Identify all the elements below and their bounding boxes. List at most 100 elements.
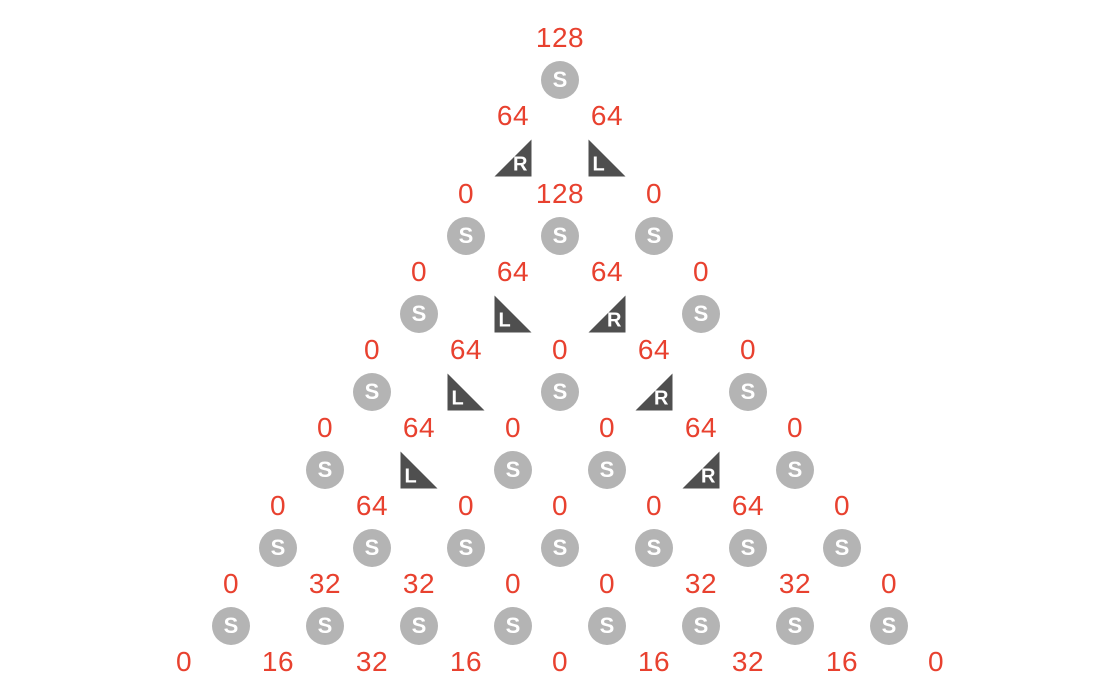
split-node-icon: S — [729, 373, 767, 411]
split-node-letter: S — [741, 379, 756, 405]
split-node-letter: S — [271, 535, 286, 561]
triangle-value: 0 — [458, 178, 474, 210]
triangle-value: 128 — [536, 22, 584, 54]
split-node-icon: S — [682, 607, 720, 645]
triangle-value: 16 — [638, 646, 670, 678]
split-node-letter: S — [412, 301, 427, 327]
split-node-letter: S — [835, 535, 850, 561]
split-node-icon: S — [353, 373, 391, 411]
split-node-letter: S — [412, 613, 427, 639]
split-node-icon: S — [588, 451, 626, 489]
triangle-value: 64 — [356, 490, 388, 522]
triangle-value: 0 — [176, 646, 192, 678]
split-node-icon: S — [447, 529, 485, 567]
triangle-value: 0 — [646, 178, 662, 210]
deflector-letter: R — [654, 388, 668, 411]
split-node-letter: S — [741, 535, 756, 561]
triangle-value: 0 — [646, 490, 662, 522]
split-node-letter: S — [600, 613, 615, 639]
split-node-icon: S — [212, 607, 250, 645]
split-node-icon: S — [306, 607, 344, 645]
triangle-value: 128 — [536, 178, 584, 210]
triangle-value: 0 — [505, 412, 521, 444]
split-node-icon: S — [870, 607, 908, 645]
triangle-value: 0 — [505, 568, 521, 600]
split-node-letter: S — [365, 379, 380, 405]
deflector-letter: L — [593, 154, 605, 177]
deflector-letter: R — [701, 466, 715, 489]
split-node-letter: S — [365, 535, 380, 561]
left-deflector-icon: L — [495, 296, 532, 333]
triangle-value: 0 — [458, 490, 474, 522]
triangle-value: 32 — [779, 568, 811, 600]
right-deflector-icon: R — [589, 296, 626, 333]
split-node-letter: S — [506, 613, 521, 639]
split-node-icon: S — [635, 529, 673, 567]
split-node-icon: S — [588, 607, 626, 645]
triangle-value: 0 — [364, 334, 380, 366]
split-node-icon: S — [823, 529, 861, 567]
triangle-value: 0 — [552, 646, 568, 678]
triangle-value: 32 — [356, 646, 388, 678]
triangle-value: 0 — [928, 646, 944, 678]
split-node-icon: S — [776, 451, 814, 489]
split-node-icon: S — [682, 295, 720, 333]
split-node-letter: S — [882, 613, 897, 639]
split-node-letter: S — [788, 457, 803, 483]
split-node-icon: S — [259, 529, 297, 567]
split-node-icon: S — [447, 217, 485, 255]
triangle-value: 32 — [685, 568, 717, 600]
split-node-icon: S — [353, 529, 391, 567]
split-node-icon: S — [306, 451, 344, 489]
deflector-letter: L — [452, 388, 464, 411]
triangle-value: 0 — [411, 256, 427, 288]
triangle-value: 0 — [552, 490, 568, 522]
deflector-letter: L — [499, 310, 511, 333]
split-node-letter: S — [694, 301, 709, 327]
split-node-letter: S — [224, 613, 239, 639]
galton-triangle-diagram: 1286464012800646400640640064006400640006… — [0, 0, 1120, 698]
left-deflector-icon: L — [401, 452, 438, 489]
triangle-value: 0 — [881, 568, 897, 600]
triangle-value: 0 — [223, 568, 239, 600]
split-node-letter: S — [553, 535, 568, 561]
split-node-letter: S — [647, 535, 662, 561]
split-node-letter: S — [553, 379, 568, 405]
triangle-value: 0 — [740, 334, 756, 366]
split-node-letter: S — [459, 535, 474, 561]
triangle-value: 0 — [552, 334, 568, 366]
deflector-letter: L — [405, 466, 417, 489]
right-deflector-icon: R — [636, 374, 673, 411]
triangle-value: 64 — [732, 490, 764, 522]
split-node-letter: S — [553, 67, 568, 93]
triangle-value: 0 — [317, 412, 333, 444]
triangle-value: 0 — [834, 490, 850, 522]
split-node-letter: S — [318, 457, 333, 483]
split-node-icon: S — [541, 529, 579, 567]
split-node-letter: S — [506, 457, 521, 483]
deflector-letter: R — [513, 154, 527, 177]
triangle-value: 0 — [599, 412, 615, 444]
triangle-value: 32 — [732, 646, 764, 678]
split-node-letter: S — [459, 223, 474, 249]
triangle-value: 0 — [270, 490, 286, 522]
triangle-value: 64 — [685, 412, 717, 444]
triangle-value: 64 — [591, 100, 623, 132]
deflector-letter: R — [607, 310, 621, 333]
triangle-value: 32 — [309, 568, 341, 600]
right-deflector-icon: R — [495, 140, 532, 177]
split-node-letter: S — [600, 457, 615, 483]
triangle-value: 16 — [262, 646, 294, 678]
triangle-value: 16 — [450, 646, 482, 678]
triangle-value: 16 — [826, 646, 858, 678]
split-node-icon: S — [494, 451, 532, 489]
triangle-value: 32 — [403, 568, 435, 600]
left-deflector-icon: L — [448, 374, 485, 411]
split-node-icon: S — [776, 607, 814, 645]
split-node-icon: S — [635, 217, 673, 255]
triangle-value: 64 — [638, 334, 670, 366]
triangle-value: 64 — [403, 412, 435, 444]
split-node-letter: S — [553, 223, 568, 249]
right-deflector-icon: R — [683, 452, 720, 489]
split-node-letter: S — [788, 613, 803, 639]
